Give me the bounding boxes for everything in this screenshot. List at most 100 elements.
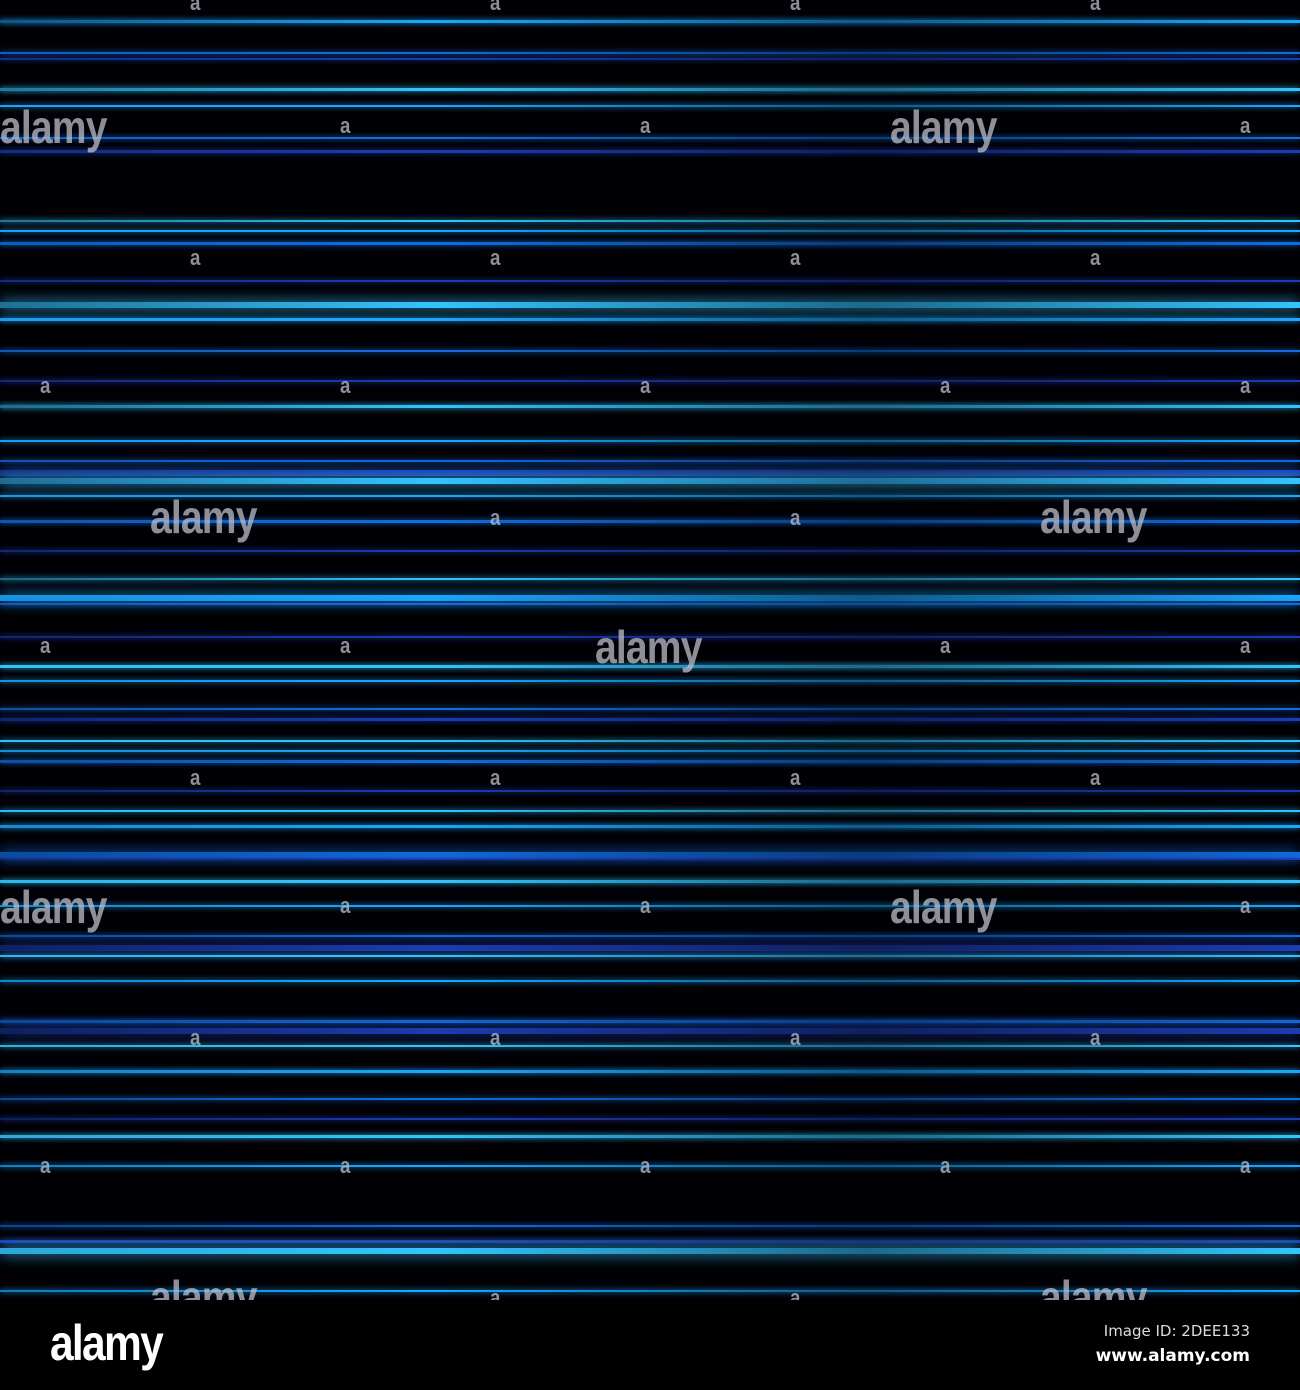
light-streak (0, 460, 1300, 462)
light-streak (0, 858, 1300, 860)
watermark-glyph: a (940, 373, 951, 398)
light-streak (0, 1028, 1300, 1034)
watermark-glyph: a (1090, 0, 1101, 15)
watermark-glyph: a (940, 633, 951, 658)
watermark-glyph: a (340, 893, 351, 918)
light-streak (0, 1290, 1300, 1292)
watermark-glyph: a (340, 373, 351, 398)
light-streak (0, 380, 1300, 382)
light-streak (0, 935, 1300, 937)
watermark-glyph: a (490, 1285, 501, 1300)
watermark-glyph: a (1240, 113, 1251, 138)
light-streak (0, 1248, 1300, 1254)
watermark-glyph: a (1240, 373, 1251, 398)
light-streak (0, 760, 1300, 763)
watermark-glyph: a (1090, 1025, 1101, 1050)
watermark-glyph: a (190, 245, 201, 270)
watermark-glyph: a (1240, 1153, 1251, 1178)
light-streak (0, 230, 1300, 232)
light-streak (0, 440, 1300, 442)
light-streak (0, 20, 1300, 23)
watermark: alamy (0, 881, 107, 933)
light-streak (0, 740, 1300, 742)
light-streak (0, 680, 1300, 682)
light-streak (0, 825, 1300, 828)
watermark-glyph: a (1240, 893, 1251, 918)
watermark: alamy (150, 491, 257, 543)
light-streak (0, 810, 1300, 812)
watermark-glyph: a (40, 1153, 51, 1178)
watermark: alamy (890, 881, 997, 933)
watermark: alamy (1040, 491, 1147, 543)
stock-footer: alamy Image ID: 2DEE133 www.alamy.com (0, 1300, 1300, 1390)
light-streak (0, 150, 1300, 153)
watermark-glyph: a (1090, 245, 1101, 270)
watermark-glyph: a (340, 113, 351, 138)
watermark-glyph: a (340, 1153, 351, 1178)
light-streak (0, 495, 1300, 497)
light-streak (0, 665, 1300, 668)
light-streak (0, 1225, 1300, 1227)
light-streak (0, 88, 1300, 91)
light-streak (0, 137, 1300, 139)
watermark-glyph: a (490, 765, 501, 790)
light-streak (0, 405, 1300, 408)
watermark-glyph: a (1240, 633, 1251, 658)
light-streak (0, 1045, 1300, 1047)
watermark: alamy (150, 1271, 257, 1300)
light-streak (0, 980, 1300, 982)
watermark-glyph: a (790, 1025, 801, 1050)
watermark: alamy (0, 101, 107, 153)
alamy-logo: alamy (50, 1315, 164, 1371)
light-streak (0, 318, 1300, 321)
light-streak (0, 1135, 1300, 1138)
watermark-glyph: a (190, 765, 201, 790)
light-streak (0, 595, 1300, 601)
light-streak (0, 1240, 1300, 1243)
watermark: alamy (595, 621, 702, 673)
watermark-glyph: a (790, 1285, 801, 1300)
watermark-glyph: a (490, 505, 501, 530)
light-streak (0, 708, 1300, 710)
watermark-glyph: a (190, 1025, 201, 1050)
light-streak (0, 905, 1300, 907)
light-streak (0, 945, 1300, 951)
light-streak (0, 578, 1300, 580)
image-id: Image ID: 2DEE133 (1103, 1322, 1250, 1340)
light-streak (0, 1020, 1300, 1023)
light-streak (0, 220, 1300, 222)
watermark-glyph: a (790, 765, 801, 790)
website-url: www.alamy.com (1095, 1346, 1250, 1366)
watermark: alamy (890, 101, 997, 153)
watermark-glyph: a (790, 505, 801, 530)
abstract-blue-light-streaks-image: alamy alamy alamy alamy alamy alamy alamy alamy… (0, 0, 1300, 1300)
watermark-glyph: a (490, 245, 501, 270)
light-streak (0, 718, 1300, 721)
watermark-glyph: a (940, 1153, 951, 1178)
light-streak (0, 636, 1300, 638)
light-streak (0, 1165, 1300, 1167)
light-streak (0, 478, 1300, 484)
light-streak (0, 603, 1300, 605)
watermark-glyph: a (640, 893, 651, 918)
watermark: alamy (1040, 1271, 1147, 1300)
light-streak (0, 520, 1300, 523)
watermark-glyph: a (490, 1025, 501, 1050)
light-streak (0, 280, 1300, 282)
watermark-glyph: a (340, 633, 351, 658)
light-streak (0, 790, 1300, 792)
light-streak (0, 58, 1300, 60)
watermark-glyph: a (40, 373, 51, 398)
watermark-glyph: a (1090, 765, 1101, 790)
light-streak (0, 750, 1300, 752)
watermark-glyph: a (40, 633, 51, 658)
light-streak (0, 1118, 1300, 1120)
light-streak (0, 105, 1300, 107)
light-streak (0, 350, 1300, 352)
watermark-glyph: a (190, 0, 201, 15)
light-streak (0, 852, 1300, 858)
light-streak (0, 242, 1300, 245)
watermark-glyph: a (790, 0, 801, 15)
light-streak (0, 470, 1300, 476)
light-streak (0, 302, 1300, 308)
